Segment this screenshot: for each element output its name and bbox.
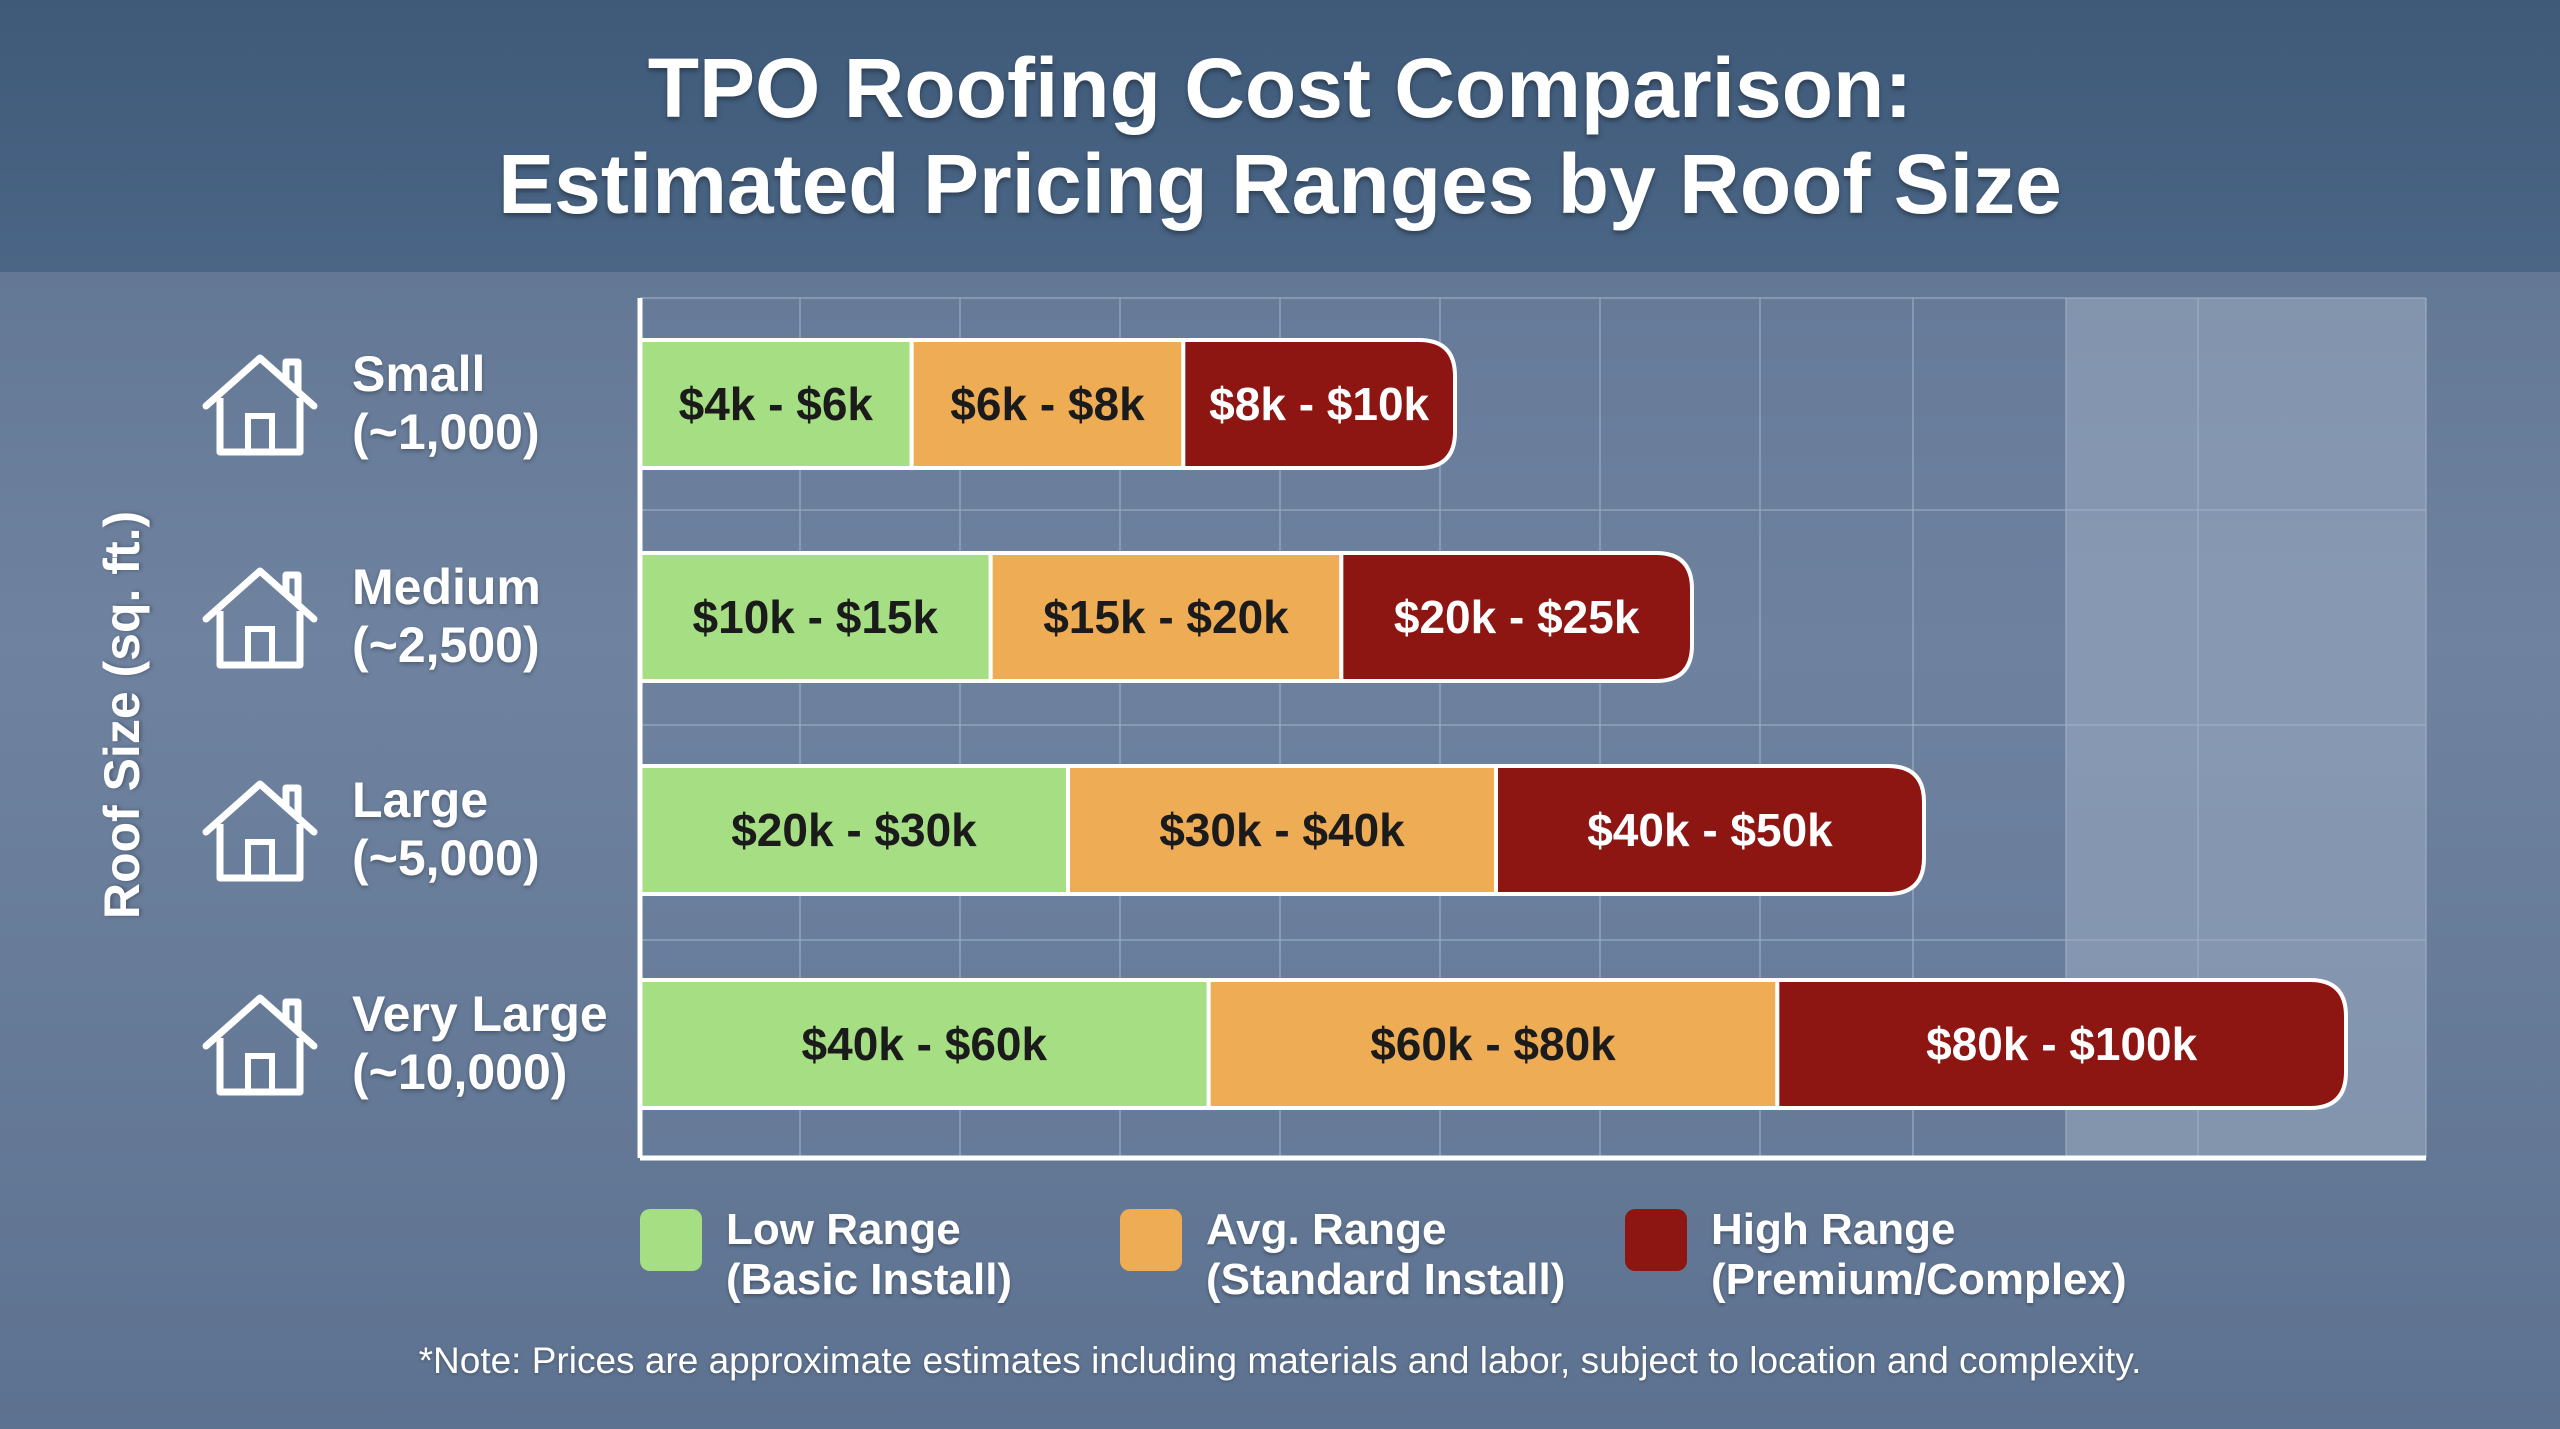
legend-swatch — [1120, 1209, 1182, 1271]
legend-detail: (Premium/Complex) — [1711, 1255, 2127, 1304]
chart-title: TPO Roofing Cost Comparison: — [647, 41, 1913, 135]
row-label-small: Small (~1,000) — [200, 338, 540, 468]
house-icon — [202, 567, 318, 669]
row-label-name: Large — [352, 772, 489, 828]
bars: $4k - $6k $6k - $8k $8k - $10k$10k - $15k $… — [638, 338, 2348, 1110]
legend-item-high: High Range (Premium/Complex) — [1625, 1205, 2127, 1305]
bar-value-label: $6k - $8k — [950, 378, 1145, 430]
axes — [637, 298, 2426, 1161]
legend-item-avg: Avg. Range (Standard Install) — [1120, 1205, 1565, 1305]
bar-group: $40k - $60k $60k - $80k $80k - $100k — [638, 978, 2348, 1110]
legend-swatch — [640, 1209, 702, 1271]
bar-group: $10k - $15k $15k - $20k $20k - $25k — [638, 551, 1694, 683]
legend-item-low: Low Range (Basic Install) — [640, 1205, 1012, 1305]
legend-swatch — [1625, 1209, 1687, 1271]
bar-segment — [1181, 338, 1457, 470]
row-label-name: Very Large — [352, 986, 608, 1042]
bar-value-label: $15k - $20k — [1043, 591, 1289, 643]
row-label-size: (~2,500) — [352, 617, 540, 673]
row-label-name: Medium — [352, 559, 541, 615]
bar-segment — [1494, 764, 1926, 896]
legend-label: Low Range — [726, 1205, 961, 1254]
bar-value-label: $40k - $50k — [1587, 804, 1833, 856]
legend-detail: (Standard Install) — [1206, 1255, 1566, 1304]
bar-group: $4k - $6k $6k - $8k $8k - $10k — [638, 338, 1457, 470]
chart-header: TPO Roofing Cost Comparison: Estimated P… — [0, 0, 2560, 272]
bar-value-label: $20k - $25k — [1394, 591, 1640, 643]
row-label-size: (~10,000) — [352, 1044, 568, 1100]
row-label-size: (~5,000) — [352, 830, 540, 886]
legend-label: Avg. Range — [1206, 1205, 1447, 1254]
bar-value-label: $80k - $100k — [1926, 1018, 2198, 1070]
bar-group: $20k - $30k $30k - $40k $40k - $50k — [638, 764, 1926, 896]
bar-value-label: $10k - $15k — [693, 591, 939, 643]
house-icon — [202, 780, 318, 882]
bar-value-label: $30k - $40k — [1159, 804, 1405, 856]
bar-value-label: $4k - $6k — [679, 378, 874, 430]
bar-value-label: $60k - $80k — [1370, 1018, 1616, 1070]
bar-value-label: $40k - $60k — [802, 1018, 1048, 1070]
bar-value-label: $8k - $10k — [1209, 378, 1429, 430]
row-label-medium: Medium (~2,500) — [200, 551, 541, 681]
bar-value-label: $20k - $30k — [731, 804, 977, 856]
row-label-size: (~1,000) — [352, 404, 540, 460]
bar-segment — [1775, 978, 2348, 1110]
row-label-name: Small — [352, 346, 486, 402]
row-label-very-large: Very Large (~10,000) — [200, 978, 608, 1108]
house-icon — [202, 994, 318, 1096]
house-icon — [202, 354, 318, 456]
row-label-large: Large (~5,000) — [200, 764, 540, 894]
legend-label: High Range — [1711, 1205, 1956, 1254]
chart-subtitle: Estimated Pricing Ranges by Roof Size — [498, 137, 2062, 231]
legend-detail: (Basic Install) — [726, 1255, 1013, 1304]
footnote: *Note: Prices are approximate estimates … — [418, 1340, 2142, 1381]
bar-segment — [1339, 551, 1694, 683]
